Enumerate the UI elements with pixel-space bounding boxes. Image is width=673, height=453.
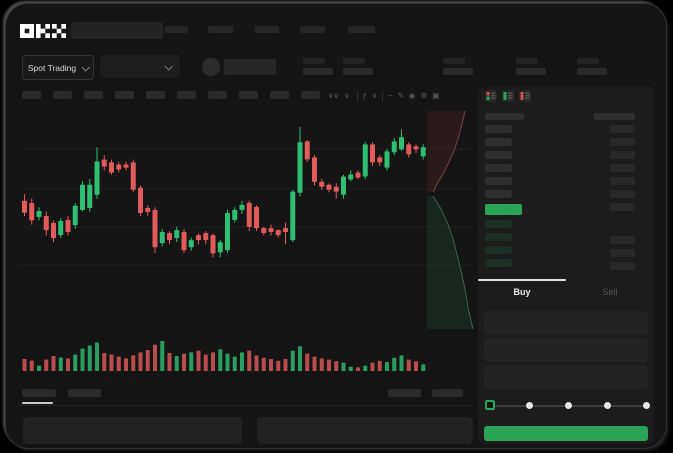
price-chart[interactable] bbox=[6, 4, 666, 448]
bid-row[interactable] bbox=[485, 246, 512, 254]
bottom-panel bbox=[23, 417, 242, 444]
bottom-active-tab-underline bbox=[22, 402, 53, 404]
chart-toolbar-icons: ∨∨ ∨. ƒ ∨ ~ ✎ ◉ ⚙ ▣ bbox=[328, 90, 439, 102]
slider-stop[interactable] bbox=[603, 402, 611, 409]
market-type-selector[interactable]: Spot Trading bbox=[22, 55, 94, 80]
interval-placeholder[interactable] bbox=[115, 91, 134, 99]
interval-placeholder[interactable] bbox=[146, 91, 165, 99]
stat-label-placeholder bbox=[443, 58, 465, 64]
interval-placeholder[interactable] bbox=[301, 91, 320, 99]
interval-placeholder[interactable] bbox=[208, 91, 227, 99]
bid-row[interactable] bbox=[485, 259, 512, 267]
nav-item-placeholder[interactable] bbox=[255, 26, 279, 33]
interval-placeholder[interactable] bbox=[270, 91, 289, 99]
bottom-divider bbox=[18, 405, 473, 406]
chevron-down-icon bbox=[81, 62, 91, 72]
orderbook-amount-row bbox=[610, 236, 635, 244]
header-search-placeholder[interactable] bbox=[71, 22, 163, 39]
interval-placeholder[interactable] bbox=[177, 91, 196, 99]
toolbar-divider bbox=[356, 91, 358, 101]
tab-buy[interactable]: Buy bbox=[478, 279, 566, 305]
nav-item-placeholder[interactable] bbox=[348, 26, 375, 33]
nav-item-placeholder[interactable] bbox=[300, 26, 325, 33]
orderbook-amount-row bbox=[610, 177, 635, 185]
snapshot-icon[interactable]: ◉ bbox=[408, 91, 416, 100]
chevron-down-icon bbox=[164, 61, 173, 71]
stat-value-placeholder bbox=[577, 68, 607, 75]
market-type-label: Spot Trading bbox=[27, 62, 77, 73]
orderbook-amount-row bbox=[610, 203, 635, 211]
bottom-panel bbox=[257, 417, 473, 444]
ask-row[interactable] bbox=[485, 164, 512, 172]
book-combined-icon[interactable] bbox=[485, 90, 497, 102]
bid-row[interactable] bbox=[485, 233, 512, 241]
coin-avatar bbox=[202, 58, 220, 76]
slider-stop[interactable] bbox=[525, 402, 533, 409]
stat-label-placeholder bbox=[577, 58, 599, 64]
bottom-tab-placeholder[interactable] bbox=[22, 389, 56, 397]
ask-row[interactable] bbox=[485, 138, 512, 146]
orderbook-amount-row bbox=[610, 138, 635, 146]
ask-row[interactable] bbox=[485, 190, 512, 198]
bottom-action-placeholder[interactable] bbox=[388, 389, 421, 397]
fullscreen-icon[interactable]: ▣ bbox=[432, 91, 440, 100]
interval-placeholder[interactable] bbox=[53, 91, 72, 99]
tab-buy-label: Buy bbox=[513, 287, 531, 297]
pair-dropdown[interactable] bbox=[100, 55, 180, 78]
bottom-tab-placeholder[interactable] bbox=[68, 389, 101, 397]
indicator-icon[interactable]: ƒ bbox=[362, 91, 367, 100]
ask-row[interactable] bbox=[485, 177, 512, 185]
interval-placeholder[interactable] bbox=[84, 91, 103, 99]
orderbook-header-price bbox=[485, 113, 524, 120]
chart-settings-icon[interactable]: ⚙ bbox=[420, 91, 428, 100]
trendline-icon[interactable]: ~ bbox=[388, 91, 393, 100]
okx-logo[interactable] bbox=[20, 24, 66, 38]
slider-stop[interactable] bbox=[564, 402, 572, 409]
price-field[interactable] bbox=[484, 311, 648, 335]
orderbook-trade-panel: Buy Sell bbox=[478, 87, 654, 444]
interval-placeholder[interactable] bbox=[239, 91, 258, 99]
stat-value-placeholder bbox=[303, 68, 333, 75]
ask-row[interactable] bbox=[485, 151, 512, 159]
interval-placeholder[interactable] bbox=[22, 91, 41, 99]
tab-sell-label: Sell bbox=[602, 287, 618, 297]
stat-label-placeholder bbox=[516, 58, 538, 64]
bottom-action-placeholder[interactable] bbox=[432, 389, 463, 397]
draw-icon[interactable]: ✎ bbox=[397, 91, 404, 100]
orderbook-amount-row bbox=[610, 164, 635, 172]
ask-row[interactable] bbox=[485, 125, 512, 133]
app-window: Spot Trading ∨∨ ∨. ƒ ∨ ~ ✎ ◉ ⚙ ▣ Buy Sell bbox=[6, 4, 666, 448]
stat-label-placeholder bbox=[343, 58, 365, 64]
amount-field[interactable] bbox=[484, 338, 648, 362]
indicator-chevron-icon[interactable]: ∨ bbox=[371, 91, 378, 100]
pair-name-placeholder bbox=[224, 59, 276, 75]
nav-item-placeholder[interactable] bbox=[208, 26, 233, 33]
stat-value-placeholder bbox=[343, 68, 373, 75]
tab-sell[interactable]: Sell bbox=[566, 279, 654, 305]
slider-stop[interactable] bbox=[642, 402, 650, 409]
slider-active-stop[interactable] bbox=[485, 400, 495, 410]
chart-type-icon[interactable]: ∨. bbox=[343, 91, 352, 100]
orderbook-view-icons bbox=[485, 90, 531, 102]
orderbook-amount-row bbox=[610, 262, 635, 270]
orderbook-header-amount bbox=[594, 113, 635, 120]
active-tab-indicator bbox=[478, 279, 566, 281]
toolbar-divider bbox=[382, 91, 384, 101]
nav-item-placeholder[interactable] bbox=[165, 26, 188, 33]
book-bids-icon[interactable] bbox=[502, 90, 514, 102]
orderbook-amount-row bbox=[610, 125, 635, 133]
book-asks-icon[interactable] bbox=[519, 90, 531, 102]
stat-value-placeholder bbox=[443, 68, 473, 75]
orderbook-amount-row bbox=[610, 249, 635, 257]
trade-tabs: Buy Sell bbox=[478, 279, 654, 305]
stat-label-placeholder bbox=[303, 58, 325, 64]
last-price-badge[interactable] bbox=[485, 204, 522, 215]
stat-value-placeholder bbox=[516, 68, 546, 75]
total-field[interactable] bbox=[484, 365, 648, 389]
orderbook-amount-row bbox=[610, 190, 635, 198]
bid-row[interactable] bbox=[485, 220, 512, 228]
buy-submit-button[interactable] bbox=[484, 426, 648, 441]
candlestick-style-icon[interactable]: ∨∨ bbox=[328, 91, 339, 100]
orderbook-amount-row bbox=[610, 151, 635, 159]
